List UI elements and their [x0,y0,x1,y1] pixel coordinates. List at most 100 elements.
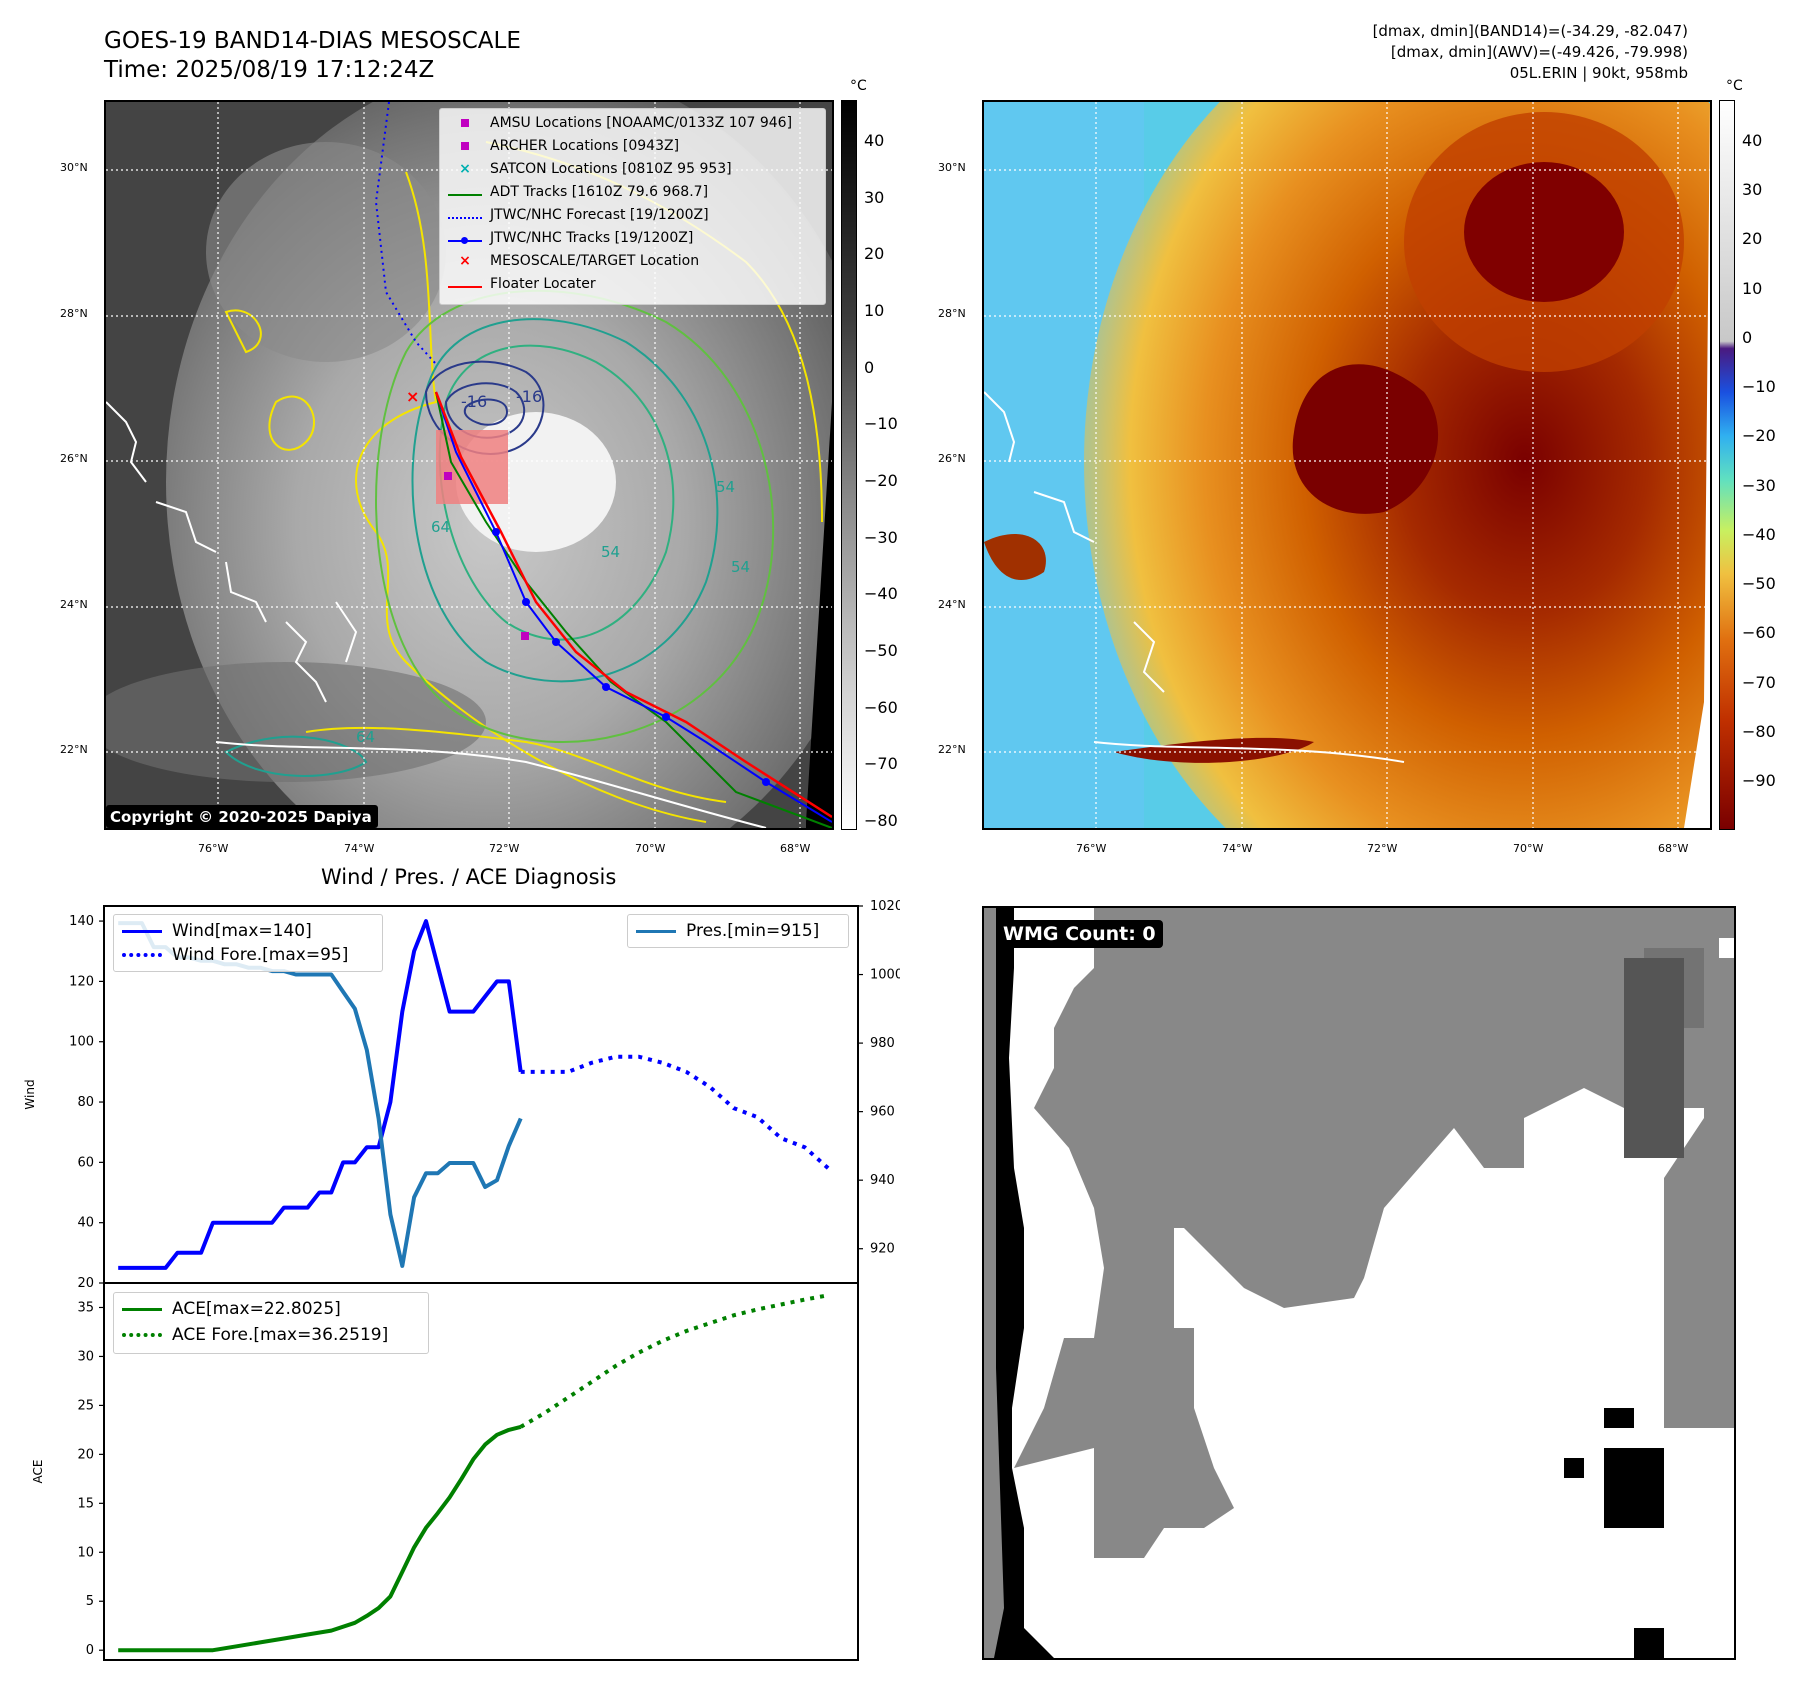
ace-y-label: ACE [31,1460,45,1484]
colorbar-tick-label: 20 [1742,229,1763,249]
map-legend-swatch [448,230,482,246]
colorbar-tick-label: −90 [1742,771,1776,790]
svg-text:×: × [406,387,419,406]
wind-series-0 [118,919,523,1270]
map-legend-label: ARCHER Locations [0943Z] [490,138,680,154]
colorbar-tick-label: −50 [1742,574,1776,594]
map-legend-item: AMSU Locations [NOAAMC/0133Z 107 946] [448,115,792,131]
pressure-series-0 [118,921,523,1268]
colorbar-tick-label: −80 [1742,721,1776,741]
y-tick-label: 940 [870,1173,895,1188]
contour-label: -16 [516,387,542,406]
ace-fore-legend-label: ACE Fore.[max=36.2519] [172,1325,389,1345]
colorbar-tick-label: −20 [1742,426,1776,446]
map-legend-swatch: × [459,161,471,177]
pres-legend-swatch [636,929,676,933]
left-colorbar [841,100,857,830]
lat-label: 24°N [938,598,966,611]
map-legend-swatch: × [459,253,471,269]
colorbar-tick-label: −30 [864,527,898,547]
lat-label: 24°N [60,598,88,611]
colorbar-tick-label: −50 [864,641,898,660]
lon-label: 76°W [198,842,229,855]
contour-label: 54 [716,478,735,496]
diagnosis-title: Wind / Pres. / ACE Diagnosis [321,865,617,889]
y-tick-label: 60 [77,1155,94,1170]
lat-label: 22°N [60,743,88,756]
colorbar-tick-label: 30 [864,187,885,207]
stats-line-2: [dmax, dmin](AWV)=(-49.426, -79.998) [1390,43,1688,61]
map-legend-label: SATCON Locations [0810Z 95 953] [490,161,732,177]
colorbar-tick-label: −30 [1742,475,1776,495]
wmg-count-label: WMG Count: 0 [996,920,1163,948]
lat-label: 22°N [938,743,966,756]
colorbar-tick-label: −10 [1742,377,1776,397]
colorbar-tick-label: −60 [864,697,898,717]
pres-legend: Pres.[min=915] [627,914,849,948]
map-legend-label: JTWC/NHC Tracks [19/1200Z] [490,230,694,246]
lat-label: 28°N [60,307,88,320]
y-tick-label: 10 [77,1545,94,1560]
map-legend-label: Floater Locater [490,276,596,292]
map-legend-swatch [448,276,482,292]
lat-label: 30°N [60,161,88,174]
colorbar-tick-label: −70 [864,754,898,774]
wind-fore-legend-swatch [122,953,162,957]
map-legend: AMSU Locations [NOAAMC/0133Z 107 946] ARC… [439,108,826,305]
ace-fore-legend-swatch [122,1333,162,1337]
y-tick-label: 0 [86,1643,94,1658]
map-legend-swatch [448,115,482,131]
y-tick-label: 15 [77,1496,94,1511]
map-legend-swatch [448,184,482,200]
lon-label: 68°W [780,842,811,855]
pres-legend-label: Pres.[min=915] [686,921,820,941]
y-tick-label: 40 [77,1216,94,1231]
diagnosis-chart: 2040608010012014092094096098010001020051… [23,899,900,1661]
wind-y-label: Wind [23,1079,37,1109]
lat-label: 26°N [938,452,966,465]
wind-fore-legend-label: Wind Fore.[max=95] [172,945,349,965]
lat-label: 30°N [938,161,966,174]
map-legend-item: ARCHER Locations [0943Z] [448,138,679,154]
colorbar-tick-label: 10 [1742,278,1763,298]
colorbar-tick-label: 40 [864,131,885,150]
lon-label: 72°W [1367,842,1398,855]
map-legend-item: JTWC/NHC Forecast [19/1200Z] [448,207,709,223]
y-tick-label: 1000 [870,968,900,983]
y-tick-label: 920 [870,1242,895,1257]
map-legend-label: JTWC/NHC Forecast [19/1200Z] [490,207,709,223]
right-colorbar [1719,100,1735,830]
y-tick-label: 80 [77,1095,94,1110]
colorbar-tick-label: −10 [864,414,898,434]
contour-label: 54 [731,558,750,576]
ace-legend: ACE[max=22.8025] ACE Fore.[max=36.2519] [113,1292,429,1354]
colorbar-tick-label: −40 [1742,524,1776,544]
map-legend-label: MESOSCALE/TARGET Location [490,253,700,269]
wind-legend: Wind[max=140] Wind Fore.[max=95] [113,914,383,972]
lon-label: 70°W [1513,842,1544,855]
wind-legend-label: Wind[max=140] [172,921,312,941]
lon-label: 70°W [635,842,666,855]
lon-label: 68°W [1658,842,1689,855]
ace-series-0 [118,1424,522,1653]
wind-series-1 [520,1054,830,1170]
y-tick-label: 20 [77,1276,94,1291]
colorbar-tick-label: 0 [864,357,875,377]
contour-label: -16 [461,392,487,411]
lat-label: 26°N [60,452,88,465]
colorbar-tick-label: 40 [1742,131,1763,150]
y-tick-label: 20 [77,1447,94,1462]
ace-legend-swatch [122,1307,162,1311]
map-legend-swatch [448,207,482,223]
colorbar-tick-label: −20 [864,471,898,490]
stats-line-3: 05L.ERIN | 90kt, 958mb [1509,64,1688,82]
colorbar-tick-label: −80 [864,811,898,830]
colorbar-tick-label: 10 [864,301,885,320]
map-legend-item: JTWC/NHC Tracks [19/1200Z] [448,230,693,246]
stats-line-1: [dmax, dmin](BAND14)=(-34.29, -82.047) [1372,22,1688,40]
lat-label: 28°N [938,307,966,320]
y-tick-label: 5 [86,1594,94,1609]
map-legend-item: × SATCON Locations [0810Z 95 953] [448,161,732,177]
y-tick-label: 140 [69,914,94,929]
lon-label: 76°W [1076,842,1107,855]
